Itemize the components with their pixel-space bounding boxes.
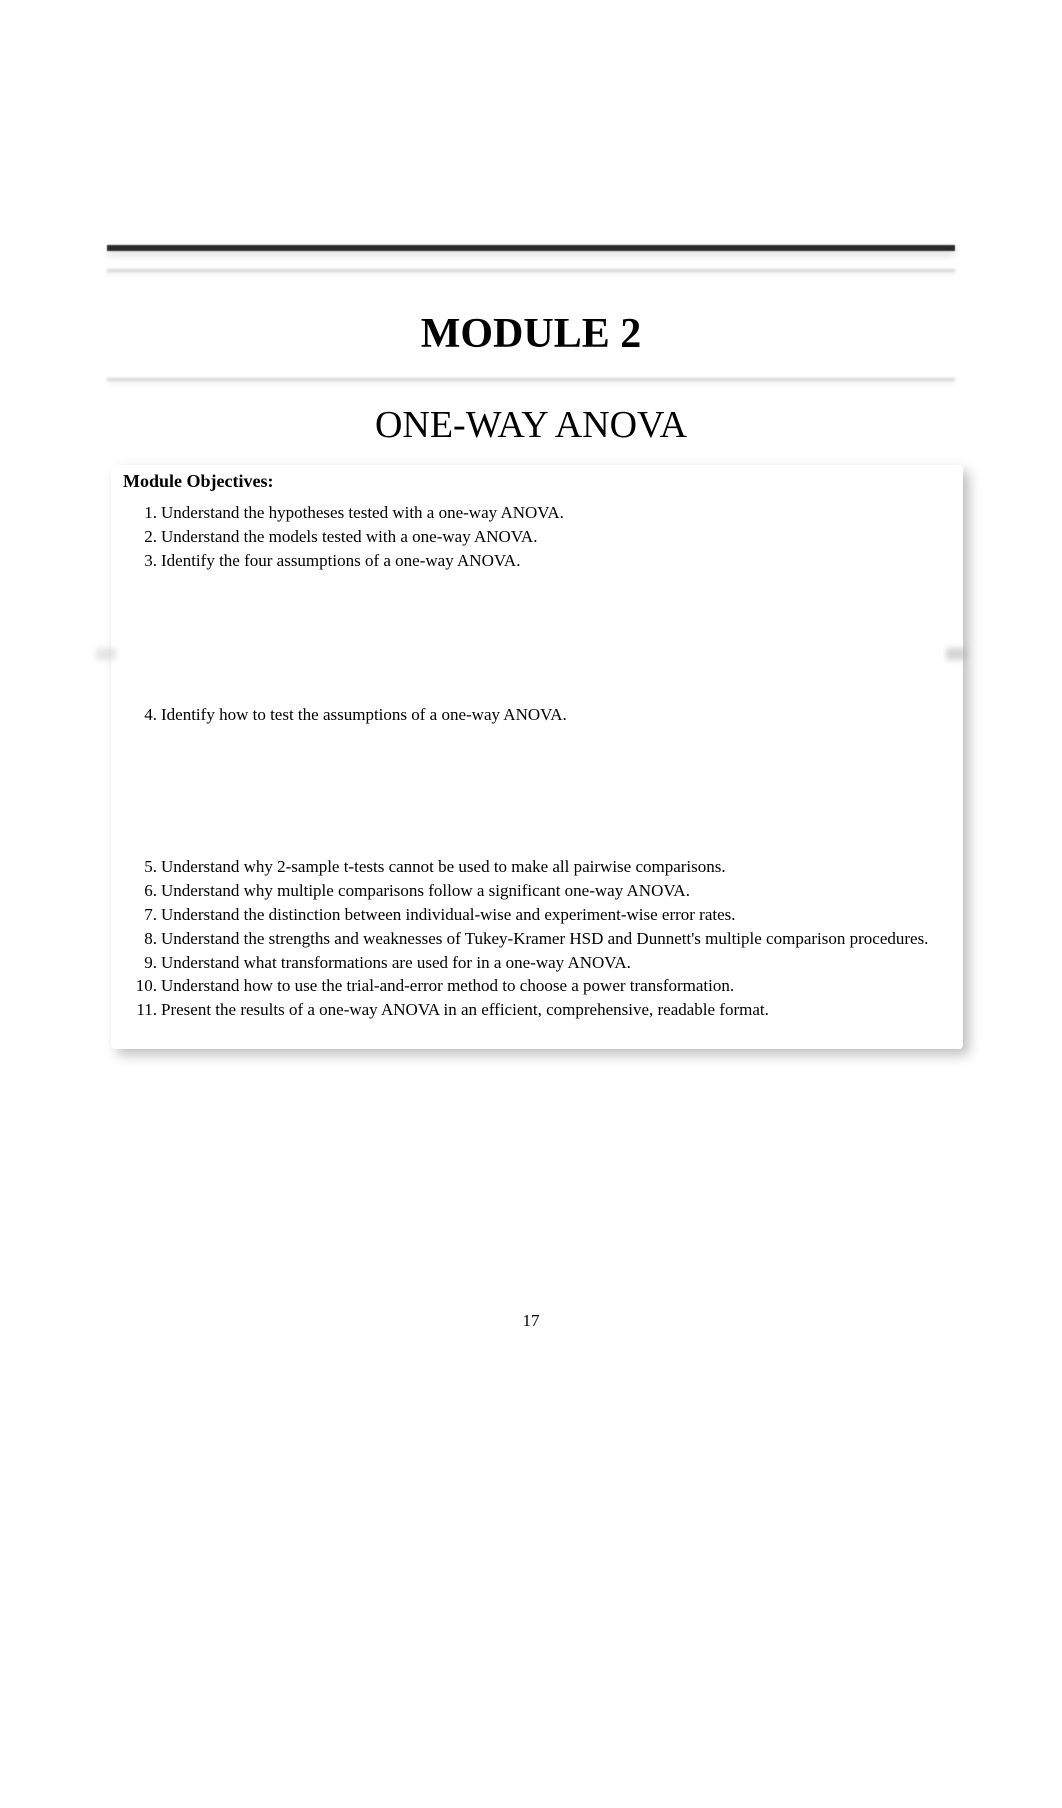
- objective-text: Understand what transformations are used…: [161, 953, 631, 972]
- rule-thick: [107, 245, 955, 251]
- objective-text: Understand how to use the trial-and-erro…: [161, 976, 734, 995]
- objective-number: 4.: [131, 704, 157, 727]
- objective-item: 5.Understand why 2-sample t-tests cannot…: [139, 856, 943, 879]
- objective-text: Identify the four assumptions of a one-w…: [161, 551, 520, 570]
- objective-text: Understand the models tested with a one-…: [161, 527, 537, 546]
- objectives-list: 1.Understand the hypotheses tested with …: [123, 502, 943, 1022]
- objective-text: Identify how to test the assumptions of …: [161, 705, 567, 724]
- module-label: MODULE 2: [107, 310, 955, 358]
- objective-item: 7.Understand the distinction between ind…: [139, 904, 943, 927]
- rule-thin-top: [107, 269, 955, 272]
- objective-number: 11.: [131, 999, 157, 1022]
- objective-item: 3.Identify the four assumptions of a one…: [139, 550, 943, 573]
- objective-item: 2.Understand the models tested with a on…: [139, 526, 943, 549]
- objectives-inner: Module Objectives: 1.Understand the hypo…: [123, 471, 943, 1022]
- objective-text: Understand why 2-sample t-tests cannot b…: [161, 857, 726, 876]
- objective-number: 5.: [131, 856, 157, 879]
- objective-text: Understand the hypotheses tested with a …: [161, 503, 564, 522]
- objective-item: 9.Understand what transformations are us…: [139, 952, 943, 975]
- blur-artifact-right: [946, 648, 966, 660]
- objective-text: Understand the distinction between indiv…: [161, 905, 736, 924]
- page-number: 17: [0, 1311, 1062, 1331]
- rule-thin-mid: [107, 378, 955, 381]
- objective-number: 8.: [131, 928, 157, 951]
- objective-item: 8.Understand the strengths and weaknesse…: [139, 928, 943, 951]
- module-title: ONE-WAY ANOVA: [107, 403, 955, 447]
- spacer: [139, 574, 943, 704]
- objective-number: 7.: [131, 904, 157, 927]
- objectives-heading: Module Objectives:: [123, 471, 943, 492]
- objective-item: 6.Understand why multiple comparisons fo…: [139, 880, 943, 903]
- objective-number: 6.: [131, 880, 157, 903]
- objective-number: 2.: [131, 526, 157, 549]
- spacer: [139, 728, 943, 856]
- objective-item: 1.Understand the hypotheses tested with …: [139, 502, 943, 525]
- objectives-box: Module Objectives: 1.Understand the hypo…: [107, 459, 955, 1041]
- objective-number: 1.: [131, 502, 157, 525]
- objective-text: Understand why multiple comparisons foll…: [161, 881, 690, 900]
- objective-number: 9.: [131, 952, 157, 975]
- blur-artifact-left: [96, 648, 116, 660]
- objective-text: Present the results of a one-way ANOVA i…: [161, 1000, 769, 1019]
- objective-text: Understand the strengths and weaknesses …: [161, 929, 928, 948]
- objective-number: 3.: [131, 550, 157, 573]
- objective-number: 10.: [131, 975, 157, 998]
- objective-item: 4.Identify how to test the assumptions o…: [139, 704, 943, 727]
- objective-item: 11.Present the results of a one-way ANOV…: [139, 999, 943, 1022]
- page: MODULE 2 ONE-WAY ANOVA Module Objectives…: [0, 0, 1062, 1808]
- objective-item: 10.Understand how to use the trial-and-e…: [139, 975, 943, 998]
